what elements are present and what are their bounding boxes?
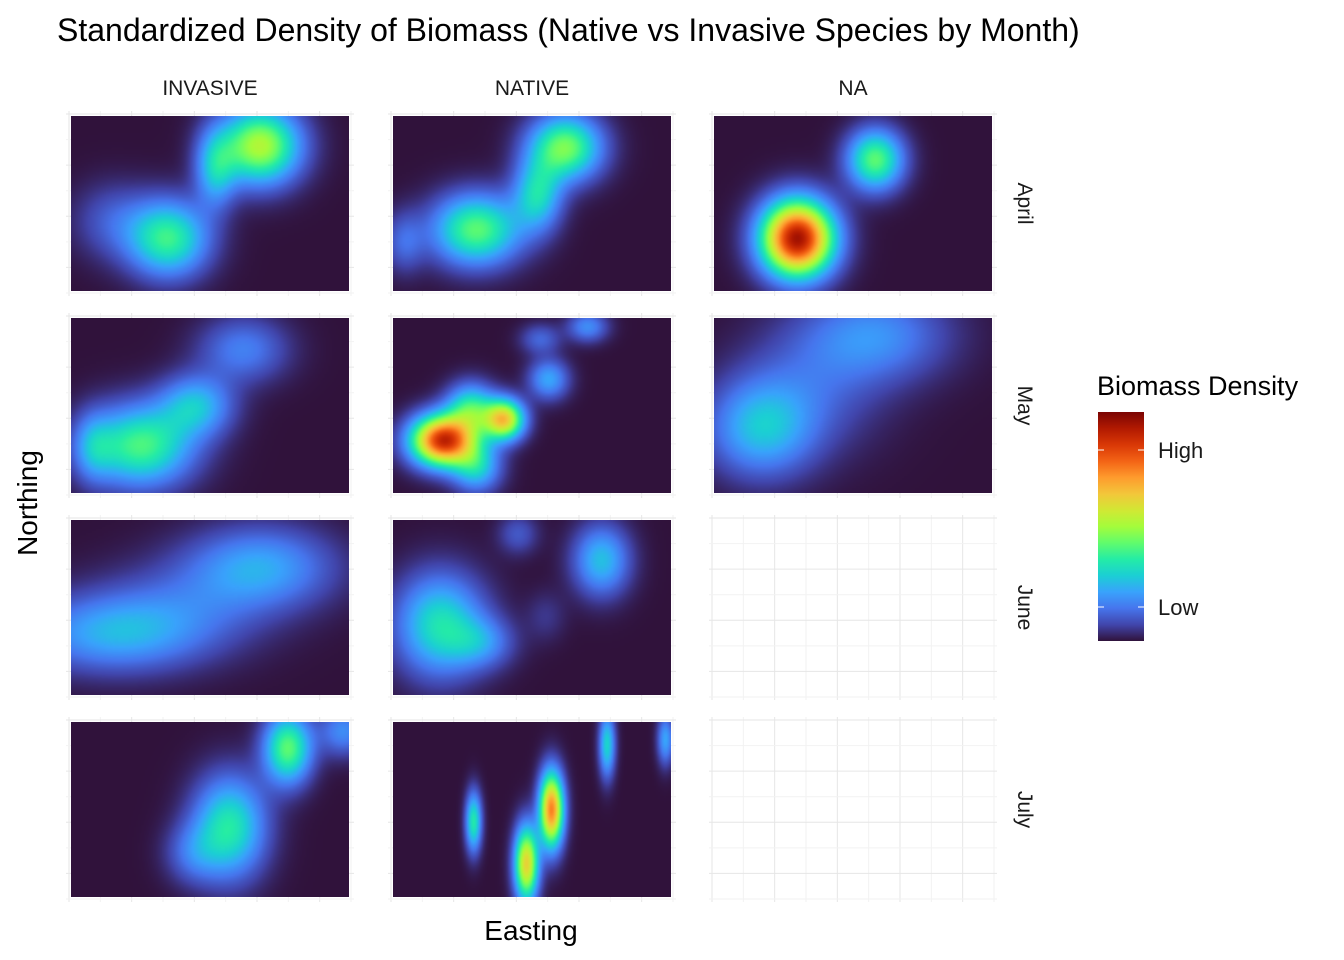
density-raster: [71, 318, 349, 493]
panel-invasive-may: [66, 313, 354, 498]
legend: Biomass Density High Low: [1097, 371, 1299, 641]
panel-invasive-july: [66, 717, 354, 902]
strip-july: July: [1013, 791, 1036, 829]
legend-colorbar: [1098, 412, 1144, 641]
strip-may: May: [1013, 386, 1036, 426]
strip-na: NA: [838, 77, 867, 100]
panel-native-may: [388, 313, 676, 498]
panel-na-june: [709, 515, 997, 700]
panel-native-july: [388, 717, 676, 902]
legend-label-high: High: [1158, 438, 1203, 463]
y-axis-title: Northing: [12, 450, 43, 556]
strip-invasive: INVASIVE: [162, 77, 257, 100]
strip-june: June: [1013, 585, 1036, 631]
panel-na-july: [709, 717, 997, 902]
density-raster: [393, 722, 671, 897]
strip-april: April: [1013, 182, 1036, 224]
panel-grid: [709, 515, 997, 700]
panel-native-april: [388, 111, 676, 296]
panel-na-may: [709, 313, 997, 498]
panel-invasive-april: [66, 111, 354, 296]
strip-native: NATIVE: [495, 77, 569, 100]
density-raster: [71, 520, 349, 695]
density-raster: [71, 116, 349, 291]
density-raster: [393, 520, 671, 695]
panel-na-april: [709, 111, 997, 296]
panel-grid: [709, 717, 997, 902]
panel-invasive-june: [66, 515, 354, 700]
facet-grid: INVASIVE NATIVE NA April May June July: [66, 77, 1036, 902]
density-raster: [393, 116, 671, 291]
density-raster: [393, 318, 671, 493]
density-raster: [71, 722, 349, 897]
density-raster: [714, 116, 992, 291]
legend-label-low: Low: [1158, 595, 1198, 620]
legend-title: Biomass Density: [1097, 371, 1299, 401]
chart-title: Standardized Density of Biomass (Native …: [57, 12, 1080, 48]
density-raster: [714, 318, 992, 493]
x-axis-title: Easting: [484, 915, 577, 946]
panel-native-june: [388, 515, 676, 700]
